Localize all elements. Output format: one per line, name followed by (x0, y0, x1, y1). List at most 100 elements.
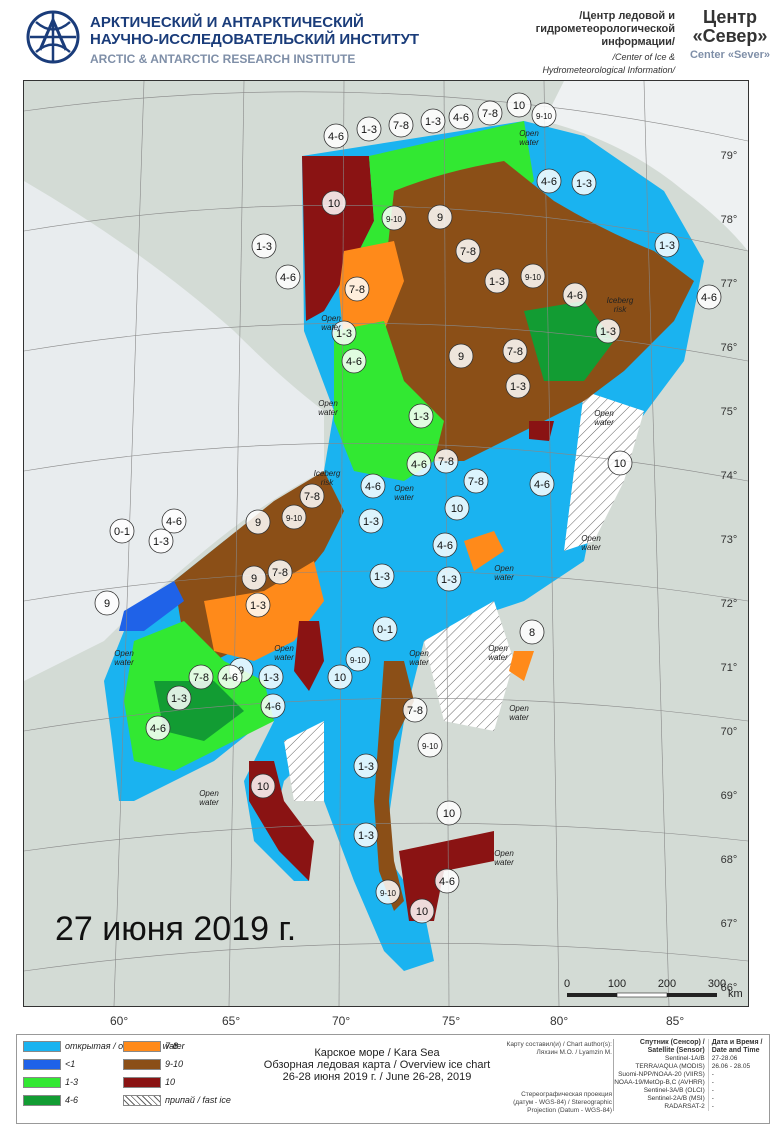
ice-label-circle (607, 450, 633, 476)
ice-concentration-label: 1-3 (251, 233, 277, 259)
open-water-label: Open water (409, 649, 429, 667)
legend-title-1: Карское море / Kara Sea (314, 1047, 440, 1059)
ice-label-circle (360, 473, 386, 499)
ice-concentration-label: 9-10 (281, 504, 307, 530)
iceberg-risk-label: Iceberg risk (607, 296, 634, 314)
open-water-label: Open water (594, 409, 614, 427)
ice-label-text: 10 (443, 808, 455, 820)
satellite-row: Sentinel-2A/B (MSI) - (614, 1095, 766, 1103)
satellite-sensor: Sentinel-2A/B (MSI) (614, 1095, 709, 1103)
ice-label-text: 7-8 (272, 567, 288, 579)
ice-label-circle (281, 504, 307, 530)
ice-label-text: 4-6 (411, 459, 427, 471)
fast-ice-east (564, 391, 644, 551)
open-water-label: Open water (494, 849, 514, 867)
satellite-date: 27-28.06 (711, 1055, 738, 1062)
ice-label-text: 4-6 (280, 272, 296, 284)
ice-label-circle (519, 619, 545, 645)
open-water-label: Open water (509, 704, 529, 722)
org-name-en: ARCTIC & ANTARCTIC RESEARCH INSTITUTE (90, 52, 356, 66)
novaya-zemlya-land (24, 181, 324, 681)
scale-tick-300: 300 (708, 978, 726, 990)
lon-label: 70° (332, 1014, 351, 1028)
satellite-date: - (711, 1087, 714, 1094)
ice-label-circle (109, 518, 135, 544)
ice-label-circle (148, 528, 174, 554)
fast-ice-baydara (284, 721, 324, 801)
ice-concentration-label: 7-8 (402, 697, 428, 723)
ice-concentration-label: 9-10 (381, 205, 407, 231)
ice-concentration-label: 9 (427, 204, 453, 230)
ice-label-text: 9-10 (525, 273, 542, 282)
ice-label-text: 9-10 (350, 656, 367, 665)
ice-concentration-label: 1-3 (358, 508, 384, 534)
ice-concentration-label: 9-10 (345, 646, 371, 672)
ice-label-text: 9 (458, 351, 464, 363)
open-water-label: Open water (488, 644, 508, 662)
ice-label-text: 1-3 (358, 761, 374, 773)
satellite-date: 26.06 - 28.05 (711, 1063, 751, 1070)
ice-label-text: 4-6 (346, 356, 362, 368)
ice-label-text: 9 (255, 517, 261, 529)
legend-label: 7-8 (165, 1041, 179, 1051)
ice-concentration-label: 7-8 (455, 238, 481, 264)
ice-label-text: 7-8 (193, 672, 209, 684)
lon-label: 85° (666, 1014, 685, 1028)
ice-label-circle (245, 592, 271, 618)
ice-label-circle (388, 112, 414, 138)
credit-3: Стереографическая проекция (521, 1091, 612, 1098)
ice-label-text: 9 (437, 212, 443, 224)
ice-label-circle (571, 170, 597, 196)
ice-label-circle (94, 590, 120, 616)
org-name-ru: АРКТИЧЕСКИЙ И АНТАРКТИЧЕСКИЙ НАУЧНО-ИССЛ… (90, 14, 419, 48)
ice-label-text: 4-6 (567, 290, 583, 302)
ice-concentration-label: 1-3 (258, 664, 284, 690)
lat-labels: 79° 78° 77° 76° 75° 74° 73° 72° 71° 70° 69° 68° 67° 6… (721, 150, 738, 994)
satellite-sensor: Suomi-NPP/NOAA-20 (VIIRS) (614, 1071, 709, 1079)
ice-label-circle (299, 483, 325, 509)
ice-concentration-label: 4-6 (448, 104, 474, 130)
ice-label-circle (323, 123, 349, 149)
satellite-date: - (711, 1071, 714, 1078)
legend-label: 10 (165, 1077, 176, 1087)
ice-label-text: 7-8 (393, 120, 409, 132)
satellite-row: RADARSAT-2- (614, 1103, 766, 1111)
ice-concentration-label: 4-6 (406, 451, 432, 477)
ice-concentration-label: 1-3 (369, 563, 395, 589)
ice-label-text: 1-3 (263, 672, 279, 684)
ice-chart-map[interactable]: 4-6 1-3 7-8 1-3 4-6 7-8 10 9-10 4-6 1-3 10 9-10 9 1-3… (23, 80, 749, 1007)
center-ru-line1: /Центр ледовой и (579, 10, 675, 22)
ice-label-text: 7-8 (460, 246, 476, 258)
ice-7-8-patch (464, 531, 504, 571)
ice-label-text: 7-8 (349, 284, 365, 296)
ice-concentration-label: 4-6 (696, 284, 722, 310)
ice-label-text: 1-3 (336, 328, 352, 340)
ice-label-text: 4-6 (534, 479, 550, 491)
ice-label-text: 1-3 (250, 600, 266, 612)
ice-label-circle (448, 104, 474, 130)
iceberg-risk-label: Iceberg risk (314, 469, 341, 487)
ice-label-text: 1-3 (171, 693, 187, 705)
lat-label: 69° (721, 790, 738, 802)
satellite-sensor: RADARSAT-2 (614, 1103, 709, 1111)
center-en: /Center of Ice & Hydrometeorological Info… (510, 51, 675, 77)
ice-concentration-label: 9 (94, 590, 120, 616)
ice-label-text: 1-3 (600, 326, 616, 338)
ice-label-text: 9-10 (380, 889, 397, 898)
ice-label-text: 9-10 (422, 742, 439, 751)
ice-concentration-label: 0-1 (109, 518, 135, 544)
ice-label-text: 7-8 (468, 476, 484, 488)
center-sever: Центр «Север» Center «Sever» (680, 8, 780, 62)
ice-label-circle (381, 205, 407, 231)
credit-2: Ляхзин М.О. / Lyamzin M. (536, 1049, 612, 1056)
ice-label-text: 9-10 (386, 215, 403, 224)
satellite-row: Sentinel-1A/B 27-28.06 (614, 1055, 766, 1063)
ice-label-circle (562, 282, 588, 308)
ice-label-circle (427, 204, 453, 230)
ice-label-circle (275, 264, 301, 290)
satellite-row: Suomi-NPP/NOAA-20 (VIIRS) - (614, 1071, 766, 1079)
ice-label-text: 10 (328, 198, 340, 210)
ice-concentration-label: 1-3 (654, 232, 680, 258)
ice-label-text: 1-3 (576, 178, 592, 190)
satellite-table-header: Спутник (Сенсор) / Satellite (Sensor) Да… (614, 1039, 766, 1055)
